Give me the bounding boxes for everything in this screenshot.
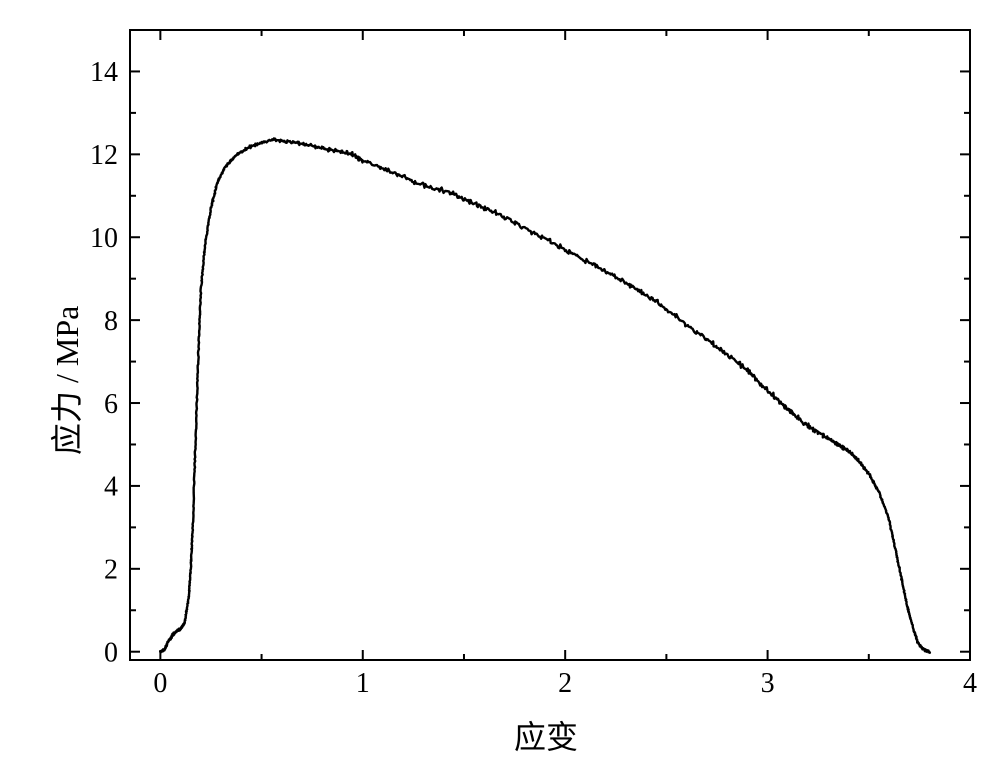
chart-svg: 0123402468101214 xyxy=(0,0,1000,764)
svg-text:14: 14 xyxy=(90,57,118,88)
svg-text:2: 2 xyxy=(104,555,118,586)
svg-text:3: 3 xyxy=(761,668,775,699)
y-axis-label: 应力 / MPa xyxy=(42,306,88,455)
stress-strain-chart: 0123402468101214 应力 / MPa 应变 xyxy=(0,0,1000,764)
svg-text:0: 0 xyxy=(153,668,167,699)
x-axis-label: 应变 xyxy=(514,712,578,758)
svg-text:10: 10 xyxy=(90,223,118,254)
svg-text:4: 4 xyxy=(104,472,118,503)
svg-text:0: 0 xyxy=(104,638,118,669)
svg-text:8: 8 xyxy=(104,306,118,337)
svg-text:4: 4 xyxy=(963,668,977,699)
svg-text:12: 12 xyxy=(90,140,118,171)
svg-text:1: 1 xyxy=(356,668,370,699)
svg-text:6: 6 xyxy=(104,389,118,420)
svg-text:2: 2 xyxy=(558,668,572,699)
